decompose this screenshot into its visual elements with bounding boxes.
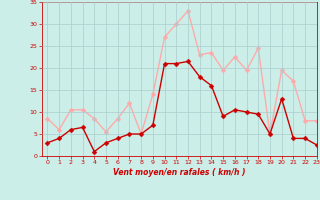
X-axis label: Vent moyen/en rafales ( km/h ): Vent moyen/en rafales ( km/h ) [113, 168, 245, 177]
